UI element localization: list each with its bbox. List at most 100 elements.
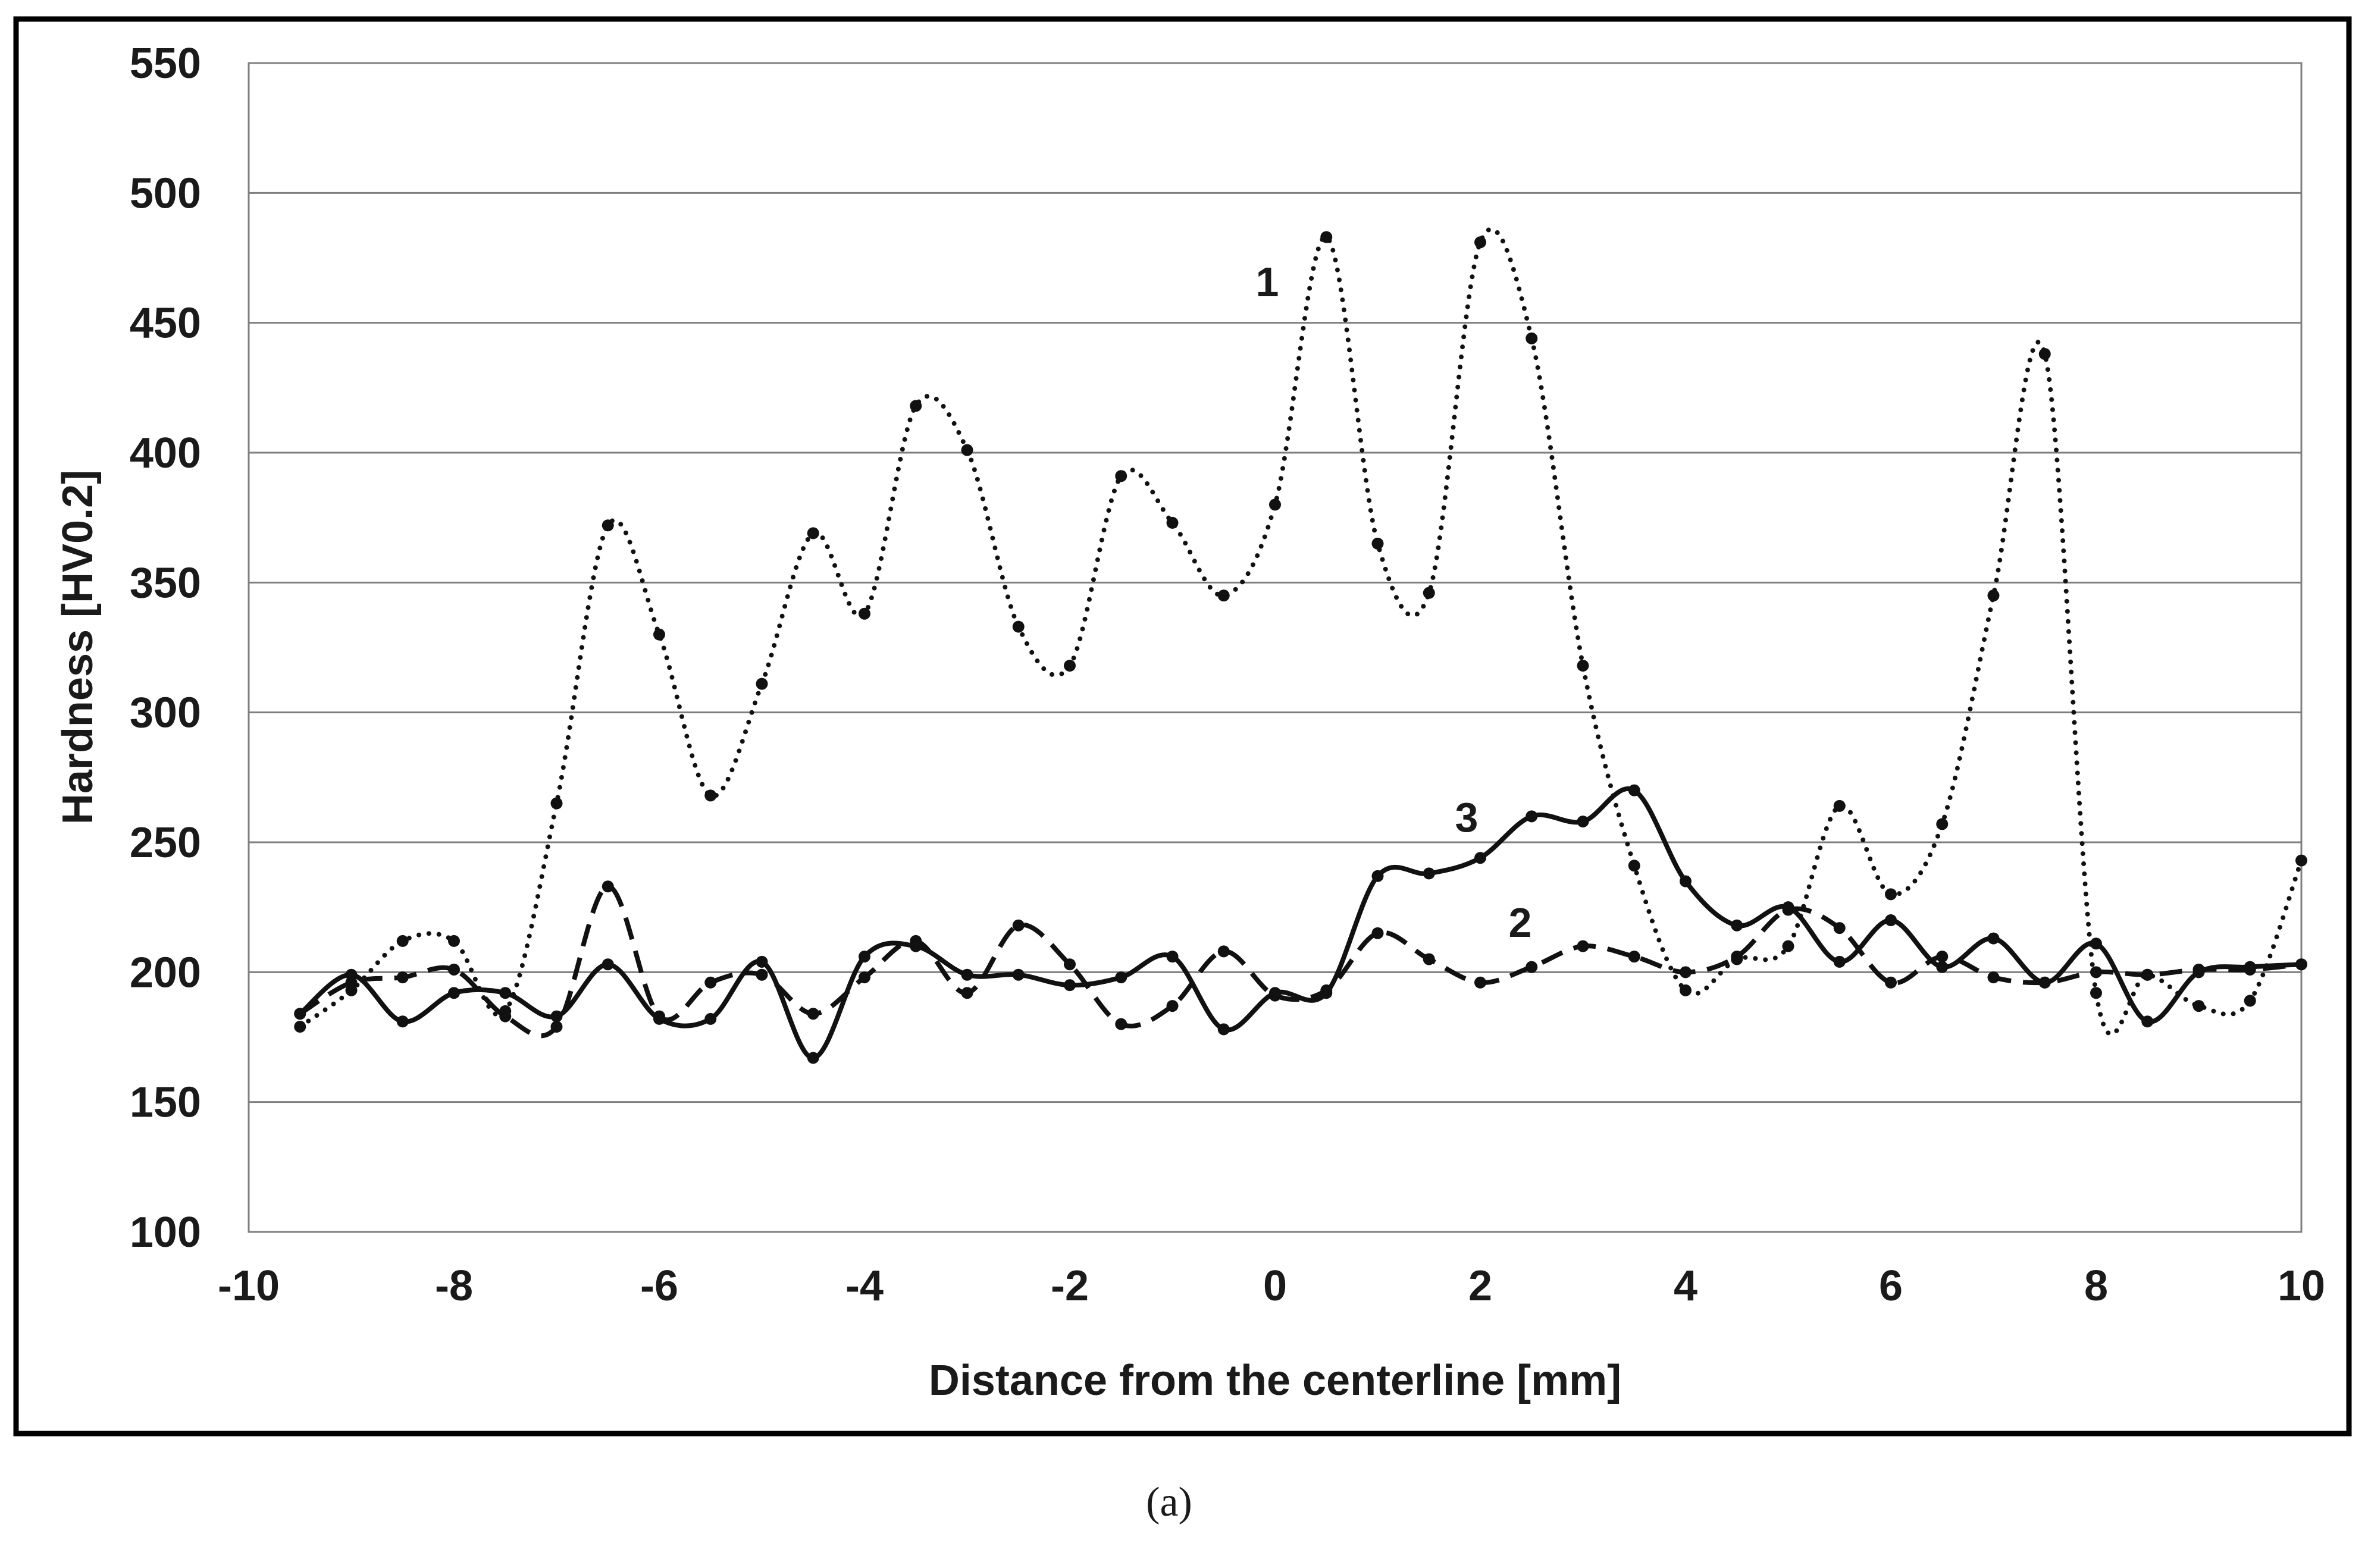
data-point bbox=[396, 934, 409, 947]
data-point bbox=[1217, 1023, 1230, 1036]
data-point bbox=[396, 971, 409, 984]
x-tick-label: 0 bbox=[1263, 1262, 1287, 1310]
data-point bbox=[807, 1052, 819, 1064]
data-point bbox=[602, 880, 614, 893]
data-point bbox=[1577, 816, 1589, 828]
x-tick-label: -6 bbox=[640, 1262, 678, 1310]
data-point bbox=[1577, 940, 1589, 952]
x-tick-label: 4 bbox=[1674, 1262, 1697, 1310]
data-point bbox=[602, 519, 614, 532]
y-tick-label: 300 bbox=[130, 689, 201, 737]
data-point bbox=[1320, 231, 1333, 243]
data-point bbox=[961, 987, 973, 999]
data-point bbox=[1833, 922, 1846, 934]
series-label-3: 3 bbox=[1455, 794, 1479, 841]
x-tick-label: -4 bbox=[845, 1262, 884, 1310]
x-tick-label: 10 bbox=[2278, 1262, 2325, 1310]
data-point bbox=[1371, 537, 1384, 550]
y-tick-label: 550 bbox=[130, 40, 201, 87]
data-point bbox=[756, 955, 768, 968]
data-point bbox=[807, 527, 819, 540]
data-point bbox=[2038, 976, 2051, 989]
data-point bbox=[1371, 870, 1384, 882]
data-point bbox=[859, 951, 870, 963]
y-tick-label: 450 bbox=[130, 300, 201, 347]
data-point bbox=[1423, 587, 1435, 599]
data-point bbox=[1012, 919, 1025, 932]
data-point bbox=[1423, 953, 1435, 965]
data-point bbox=[704, 1012, 717, 1025]
data-point bbox=[448, 987, 460, 999]
data-point bbox=[1064, 958, 1076, 971]
series-label-1: 1 bbox=[1256, 259, 1279, 305]
series-label-2: 2 bbox=[1509, 899, 1532, 946]
y-tick-label: 350 bbox=[130, 559, 201, 607]
data-point bbox=[448, 963, 460, 976]
y-tick-label: 150 bbox=[130, 1079, 201, 1127]
data-point bbox=[1680, 966, 1692, 979]
data-point bbox=[704, 789, 717, 802]
data-point bbox=[1166, 1000, 1179, 1012]
data-point bbox=[2192, 1000, 2205, 1012]
data-point bbox=[1115, 971, 1127, 984]
data-point bbox=[1012, 968, 1025, 981]
series-1 bbox=[294, 227, 2307, 1037]
data-point bbox=[1782, 901, 1794, 914]
data-point bbox=[2244, 961, 2256, 973]
data-point bbox=[1885, 976, 1897, 989]
data-point bbox=[910, 400, 922, 412]
data-point bbox=[294, 1008, 306, 1020]
data-point bbox=[2141, 968, 2154, 981]
data-point bbox=[396, 1015, 409, 1028]
data-point bbox=[704, 976, 717, 989]
data-point bbox=[1166, 516, 1179, 529]
data-point bbox=[653, 1012, 665, 1025]
data-point bbox=[2090, 937, 2102, 950]
figure-caption: (a) bbox=[1146, 1479, 1192, 1525]
data-point bbox=[1628, 860, 1640, 872]
data-point bbox=[961, 968, 973, 981]
series-3 bbox=[294, 784, 2307, 1064]
data-point bbox=[1987, 932, 2000, 945]
data-point bbox=[1526, 332, 1538, 344]
series-line-3 bbox=[297, 786, 2304, 1061]
data-point bbox=[1012, 620, 1025, 633]
x-tick-label: -2 bbox=[1051, 1262, 1089, 1310]
y-tick-label: 200 bbox=[130, 949, 201, 996]
data-point bbox=[2244, 995, 2256, 1007]
data-point bbox=[1217, 589, 1230, 602]
data-point bbox=[1628, 951, 1640, 963]
data-point bbox=[2090, 987, 2102, 999]
data-point bbox=[1064, 979, 1076, 992]
figure-frame bbox=[13, 16, 2352, 1437]
data-point bbox=[1217, 945, 1230, 958]
data-point bbox=[550, 1010, 563, 1023]
data-point bbox=[1731, 919, 1743, 932]
data-point bbox=[1833, 955, 1846, 968]
x-tick-label: -10 bbox=[218, 1262, 280, 1310]
data-point bbox=[1680, 984, 1692, 996]
data-point bbox=[550, 1021, 563, 1033]
data-point bbox=[1731, 951, 1743, 963]
data-point bbox=[2141, 1015, 2154, 1028]
data-point bbox=[1936, 961, 1949, 973]
data-point bbox=[653, 628, 665, 641]
data-point bbox=[602, 958, 614, 971]
data-point bbox=[448, 934, 460, 947]
data-point bbox=[1115, 1018, 1127, 1030]
data-point bbox=[1474, 236, 1486, 249]
data-point bbox=[1987, 971, 2000, 984]
data-point bbox=[756, 678, 768, 690]
data-point bbox=[1577, 660, 1589, 672]
data-point bbox=[1526, 810, 1538, 823]
data-point bbox=[961, 444, 973, 456]
x-tick-label: -8 bbox=[435, 1262, 473, 1310]
data-point bbox=[1371, 927, 1384, 939]
plot-area bbox=[248, 62, 2303, 1233]
data-point bbox=[1269, 498, 1281, 511]
data-point bbox=[499, 1010, 512, 1023]
data-point bbox=[550, 797, 563, 810]
data-point bbox=[1885, 914, 1897, 926]
